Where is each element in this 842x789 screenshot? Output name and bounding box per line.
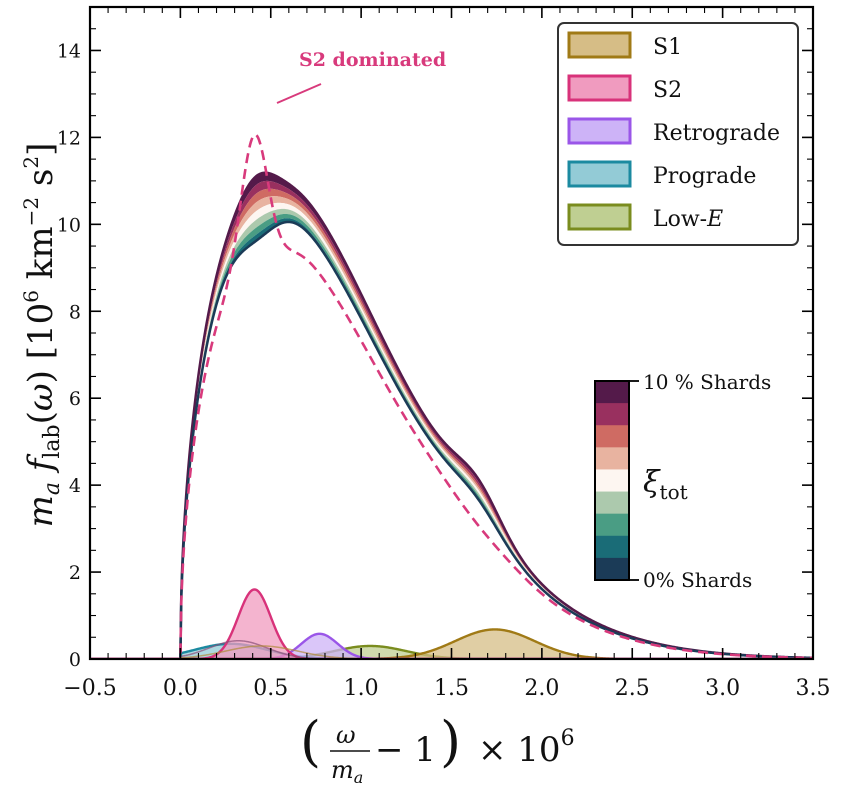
colorbar-cell [595,447,629,470]
legend-swatch-s2 [567,74,632,102]
y-tick-label: 12 [57,127,81,149]
y-tick-label: 14 [57,40,81,62]
x-tick-label: 3.5 [796,676,831,701]
colorbar-cell [595,513,629,537]
x-tick-label: −0.5 [63,676,116,701]
legend-swatch-low-e [567,203,632,231]
colorbar-cell [595,469,629,493]
colorbar-cell [595,535,629,559]
y-tick-label: 0 [69,649,81,671]
colorbar: 10 % Shards 0% Shards ξtot [594,370,771,592]
legend-swatch-retrograde [567,117,632,145]
s2-dominated-curve-group [90,133,813,659]
colorbar-top-label: 10 % Shards [643,370,771,394]
legend-swatch-s1 [567,31,632,59]
legend-swatch-prograde [567,160,632,188]
colorbar-cell [595,491,629,515]
x-tick-label: 2.0 [524,676,559,701]
legend: S1 S2 Retrograde Prograde Low-E [557,22,799,246]
x-tick-label: 0.5 [253,676,288,701]
x-tick-label: 1.5 [434,676,469,701]
x-tick-label: 1.0 [344,676,379,701]
y-axis-label: ma flab(ω) [106 km−2 s2] [19,143,65,528]
shard-fraction-bands [90,171,813,659]
colorbar-frame [594,380,630,581]
y-tick-label: 2 [69,562,81,584]
colorbar-cell [595,425,629,448]
axis-ticks: −0.5 0.0 0.5 1.0 1.5 2.0 2.5 3.0 3.5 0 2 4 6 8 10 12 14 [57,7,831,701]
legend-label-low-e: Low-E [653,207,723,232]
legend-label-s2: S2 [653,78,682,103]
band-1 [90,218,813,659]
x-tick-label: 3.0 [705,676,740,701]
legend-label-s1: S1 [653,35,682,60]
svg-text:− 1: − 1 [375,730,436,770]
component-s2 [90,588,813,659]
svg-text:ω: ω [336,721,356,749]
x-tick-label: 2.5 [615,676,650,701]
legend-label-retrograde: Retrograde [653,121,780,146]
svg-text:× 106: × 106 [478,726,575,770]
component-s1 [90,628,813,659]
component-faint-0 [90,639,813,659]
svg-text:(: ( [300,710,321,773]
colorbar-cell [595,557,629,581]
component-faint-1 [90,645,813,659]
y-tick-label: 10 [57,214,81,236]
y-tick-label: 6 [69,388,81,410]
colorbar-bottom-label: 0% Shards [643,568,752,592]
y-tick-label: 4 [69,475,81,497]
annotation-arrow-line [276,83,322,104]
svg-text:): ) [440,710,461,773]
colorbar-label: ξtot [643,465,688,504]
colorbar-cell [595,403,629,426]
colorbar-cell [595,381,629,404]
annotation-s2-dominated: S2 dominated [299,49,446,71]
svg-text:ma: ma [331,756,363,787]
s2-dominated-curve [90,133,813,659]
x-tick-label: 0.0 [163,676,198,701]
svg-text:ma flab(ω) [106 km−2 s2]: ma flab(ω) [106 km−2 s2] [19,143,65,528]
series-line-0pct [90,220,813,659]
band-2 [90,213,813,659]
x-axis-label: ( ω ma − 1 ) × 106 [300,710,575,787]
legend-label-prograde: Prograde [653,164,756,189]
y-tick-label: 8 [69,301,81,323]
